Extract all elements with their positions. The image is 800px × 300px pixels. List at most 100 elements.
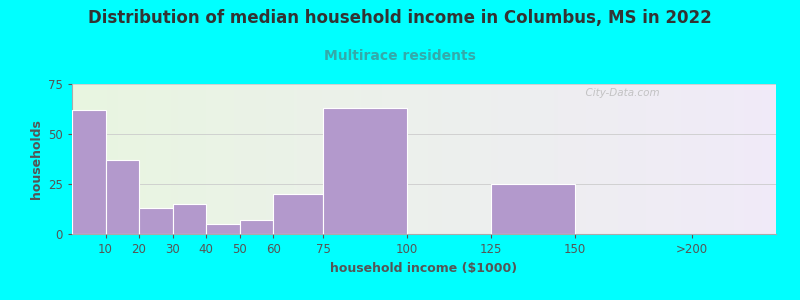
Bar — [716, 84, 720, 234]
Bar — [188, 84, 192, 234]
Bar — [738, 84, 741, 234]
Bar — [688, 84, 691, 234]
Bar — [565, 84, 568, 234]
Bar — [702, 84, 706, 234]
Bar — [766, 84, 769, 234]
Bar — [498, 84, 502, 234]
Bar — [170, 84, 174, 234]
Bar — [558, 84, 562, 234]
Bar — [100, 84, 104, 234]
Bar — [392, 84, 396, 234]
Bar — [206, 84, 210, 234]
Bar — [202, 84, 206, 234]
Bar — [336, 84, 339, 234]
Bar — [674, 84, 678, 234]
Bar — [741, 84, 744, 234]
Bar — [195, 84, 198, 234]
Bar — [449, 84, 452, 234]
Bar — [346, 84, 350, 234]
Bar — [79, 84, 82, 234]
Bar — [614, 84, 618, 234]
Bar — [650, 84, 653, 234]
Bar — [110, 84, 114, 234]
Bar — [537, 84, 540, 234]
Bar — [97, 84, 100, 234]
Bar — [568, 84, 572, 234]
Bar — [755, 84, 758, 234]
Bar — [628, 84, 632, 234]
Bar — [691, 84, 695, 234]
Bar — [526, 84, 530, 234]
X-axis label: household income ($1000): household income ($1000) — [330, 262, 518, 275]
Bar — [368, 84, 371, 234]
Bar — [522, 84, 526, 234]
Bar — [431, 84, 434, 234]
Bar — [139, 84, 142, 234]
Bar — [713, 84, 716, 234]
Bar — [442, 84, 445, 234]
Bar — [480, 84, 484, 234]
Bar — [153, 84, 157, 234]
Bar — [160, 84, 163, 234]
Bar — [452, 84, 456, 234]
Bar — [660, 84, 663, 234]
Bar — [494, 84, 498, 234]
Bar — [389, 84, 392, 234]
Bar — [223, 84, 227, 234]
Bar — [273, 84, 276, 234]
Bar — [734, 84, 738, 234]
Bar — [459, 84, 462, 234]
Bar — [125, 84, 128, 234]
Bar — [298, 84, 301, 234]
Bar — [491, 84, 494, 234]
Bar — [590, 84, 593, 234]
Bar — [104, 84, 107, 234]
Bar — [417, 84, 421, 234]
Bar — [238, 84, 241, 234]
Bar — [751, 84, 755, 234]
Bar — [509, 84, 512, 234]
Bar — [114, 84, 118, 234]
Bar — [406, 84, 410, 234]
Bar — [150, 84, 153, 234]
Bar — [572, 84, 575, 234]
Bar — [544, 84, 547, 234]
Bar — [748, 84, 751, 234]
Bar — [255, 84, 258, 234]
Bar — [519, 84, 522, 234]
Bar — [245, 84, 248, 234]
Bar — [329, 84, 333, 234]
Bar — [206, 224, 240, 234]
Bar — [192, 84, 195, 234]
Bar — [610, 84, 614, 234]
Bar — [547, 84, 550, 234]
Bar — [540, 84, 544, 234]
Bar — [234, 84, 238, 234]
Bar — [213, 84, 216, 234]
Bar — [681, 84, 685, 234]
Bar — [220, 84, 223, 234]
Bar — [185, 84, 188, 234]
Bar — [399, 84, 403, 234]
Bar — [726, 84, 730, 234]
Bar — [491, 184, 575, 234]
Bar — [698, 84, 702, 234]
Bar — [262, 84, 266, 234]
Bar — [530, 84, 533, 234]
Bar — [248, 84, 251, 234]
Bar — [258, 84, 262, 234]
Bar — [323, 108, 407, 234]
Bar — [178, 84, 181, 234]
Bar — [304, 84, 308, 234]
Bar — [474, 84, 477, 234]
Bar — [75, 84, 79, 234]
Bar — [230, 84, 234, 234]
Bar — [720, 84, 723, 234]
Bar — [364, 84, 368, 234]
Bar — [280, 84, 283, 234]
Bar — [663, 84, 667, 234]
Bar — [276, 84, 280, 234]
Bar — [685, 84, 688, 234]
Bar — [625, 84, 628, 234]
Bar — [603, 84, 607, 234]
